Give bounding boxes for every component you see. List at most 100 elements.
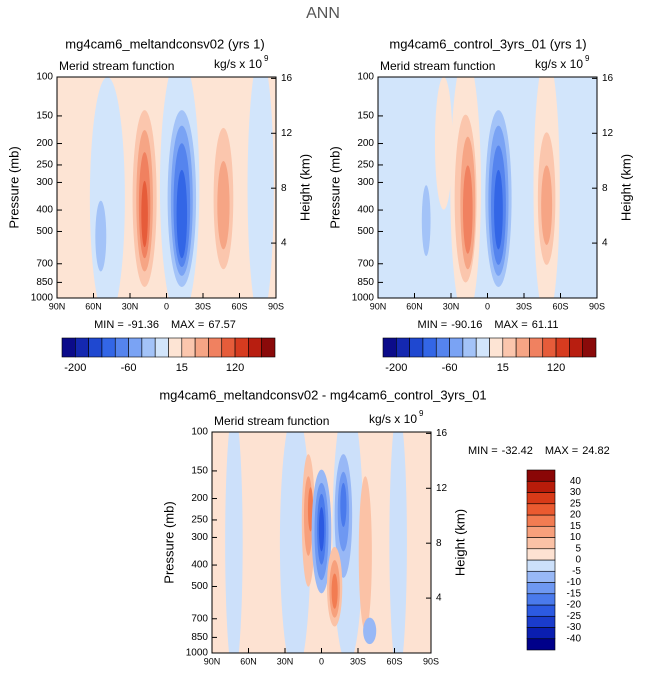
- colorbar-box: [88, 337, 103, 358]
- stat-label: MIN =: [418, 319, 448, 331]
- x-tick-label: 60S: [386, 656, 402, 666]
- left-label: Merid stream function: [59, 59, 174, 73]
- x-tick-label: 30N: [122, 301, 139, 311]
- x-tick-label: 0: [319, 656, 324, 666]
- y-tick-label: 300: [36, 177, 53, 188]
- stat-label: MAX =: [545, 445, 578, 457]
- units-exp: 9: [264, 54, 269, 63]
- colorbar-box: [526, 548, 556, 561]
- contour-region: [421, 185, 431, 257]
- colorbar-label: -30: [567, 622, 582, 633]
- colorbar-box: [194, 337, 209, 358]
- colorbar-label: 15: [497, 362, 509, 374]
- contour-field: [212, 432, 431, 653]
- colorbar-box: [449, 337, 464, 358]
- colorbar-label: -60: [121, 362, 137, 374]
- stat-value: -90.16: [451, 319, 482, 331]
- y-tick-label: 250: [357, 160, 374, 171]
- y-tick-label: 700: [357, 258, 374, 269]
- y2-tick-label: 12: [281, 128, 293, 139]
- colorbar-box: [475, 337, 490, 358]
- colorbar-box: [154, 337, 169, 358]
- x-tick-label: 90N: [49, 301, 66, 311]
- contour-region: [217, 160, 230, 250]
- x-tick-label: 60N: [406, 301, 423, 311]
- figure-title: ANN: [306, 5, 340, 22]
- y-tick-label: 300: [357, 177, 374, 188]
- x-tick-label: 90S: [423, 656, 439, 666]
- colorbar-label: -200: [385, 362, 407, 374]
- stats: MIN = -32.42 MAX = 24.82: [468, 445, 610, 457]
- left-label: Merid stream function: [380, 59, 495, 73]
- y-tick-label: 850: [191, 632, 208, 643]
- colorbar-box: [526, 582, 556, 595]
- colorbar-box: [181, 337, 196, 358]
- y2-tick-label: 4: [602, 238, 608, 249]
- contour-region: [363, 617, 377, 645]
- colorbar-box: [526, 638, 556, 651]
- colorbar-box: [396, 337, 410, 358]
- colorbar-label: 20: [570, 510, 582, 521]
- colorbar-box: [168, 337, 183, 358]
- colorbar-box: [526, 469, 556, 482]
- colorbar-box: [489, 337, 504, 358]
- contour-region: [389, 432, 407, 653]
- stats: MIN = -91.36 MAX = 67.57: [94, 319, 236, 331]
- colorbar-box: [409, 337, 424, 358]
- y2-tick-label: 12: [602, 128, 614, 139]
- x-tick-label: 30N: [443, 301, 460, 311]
- colorbar-box: [526, 525, 556, 538]
- x-tick-label: 0: [164, 301, 169, 311]
- contour-field: [378, 77, 597, 298]
- colorbar-box: [435, 337, 450, 358]
- contour-region: [95, 200, 107, 272]
- y-tick-label: 200: [36, 138, 53, 149]
- y-tick-label: 400: [191, 560, 208, 571]
- y-tick-label: 250: [191, 515, 208, 526]
- units: kg/s x 10: [214, 57, 262, 71]
- colorbar-box: [569, 337, 583, 358]
- stat-value: -91.36: [128, 319, 159, 331]
- contour-region: [89, 77, 125, 298]
- y2-tick-label: 8: [602, 183, 608, 194]
- colorbar-label: -15: [567, 588, 582, 599]
- colorbar-box: [422, 337, 437, 358]
- colorbar-box: [526, 537, 556, 550]
- panel-title: mg4cam6_meltandconsv02 - mg4cam6_control…: [159, 387, 486, 402]
- colorbar-label: 120: [226, 362, 244, 374]
- colorbar-label: 120: [547, 362, 565, 374]
- contour-region: [247, 77, 274, 298]
- colorbar-box: [526, 503, 556, 516]
- y-tick-label: 150: [36, 111, 53, 122]
- y-tick-label: 200: [191, 493, 208, 504]
- y2-axis-label: Height (km): [618, 154, 633, 221]
- x-tick-label: 0: [485, 301, 490, 311]
- y-axis-label: Pressure (mb): [161, 501, 176, 583]
- colorbar-label: 25: [570, 498, 582, 509]
- colorbar-box: [526, 604, 556, 617]
- y-axis-label: Pressure (mb): [327, 146, 342, 228]
- x-tick-label: 30S: [516, 301, 532, 311]
- y-tick-label: 500: [357, 226, 374, 237]
- colorbar-box: [101, 337, 116, 358]
- y2-tick-label: 8: [436, 538, 442, 549]
- stat-value: 67.57: [208, 319, 236, 331]
- y-tick-label: 400: [36, 205, 53, 216]
- x-tick-label: 90N: [204, 656, 221, 666]
- colorbar-label: -60: [442, 362, 458, 374]
- stat-value: -32.42: [502, 445, 533, 457]
- contour-region: [141, 180, 148, 248]
- colorbar-box: [261, 337, 276, 358]
- left-label: Merid stream function: [214, 414, 329, 428]
- contour-region: [340, 482, 347, 528]
- colorbar-box: [502, 337, 517, 358]
- colorbar-box: [526, 615, 556, 628]
- colorbar-box: [382, 337, 397, 358]
- colorbar-box: [526, 593, 556, 606]
- colorbar-box: [248, 337, 262, 358]
- y2-tick-label: 16: [281, 73, 293, 84]
- contour-region: [225, 432, 243, 653]
- colorbar-label: -25: [567, 611, 582, 622]
- colorbar-box: [141, 337, 156, 358]
- y-tick-label: 400: [357, 205, 374, 216]
